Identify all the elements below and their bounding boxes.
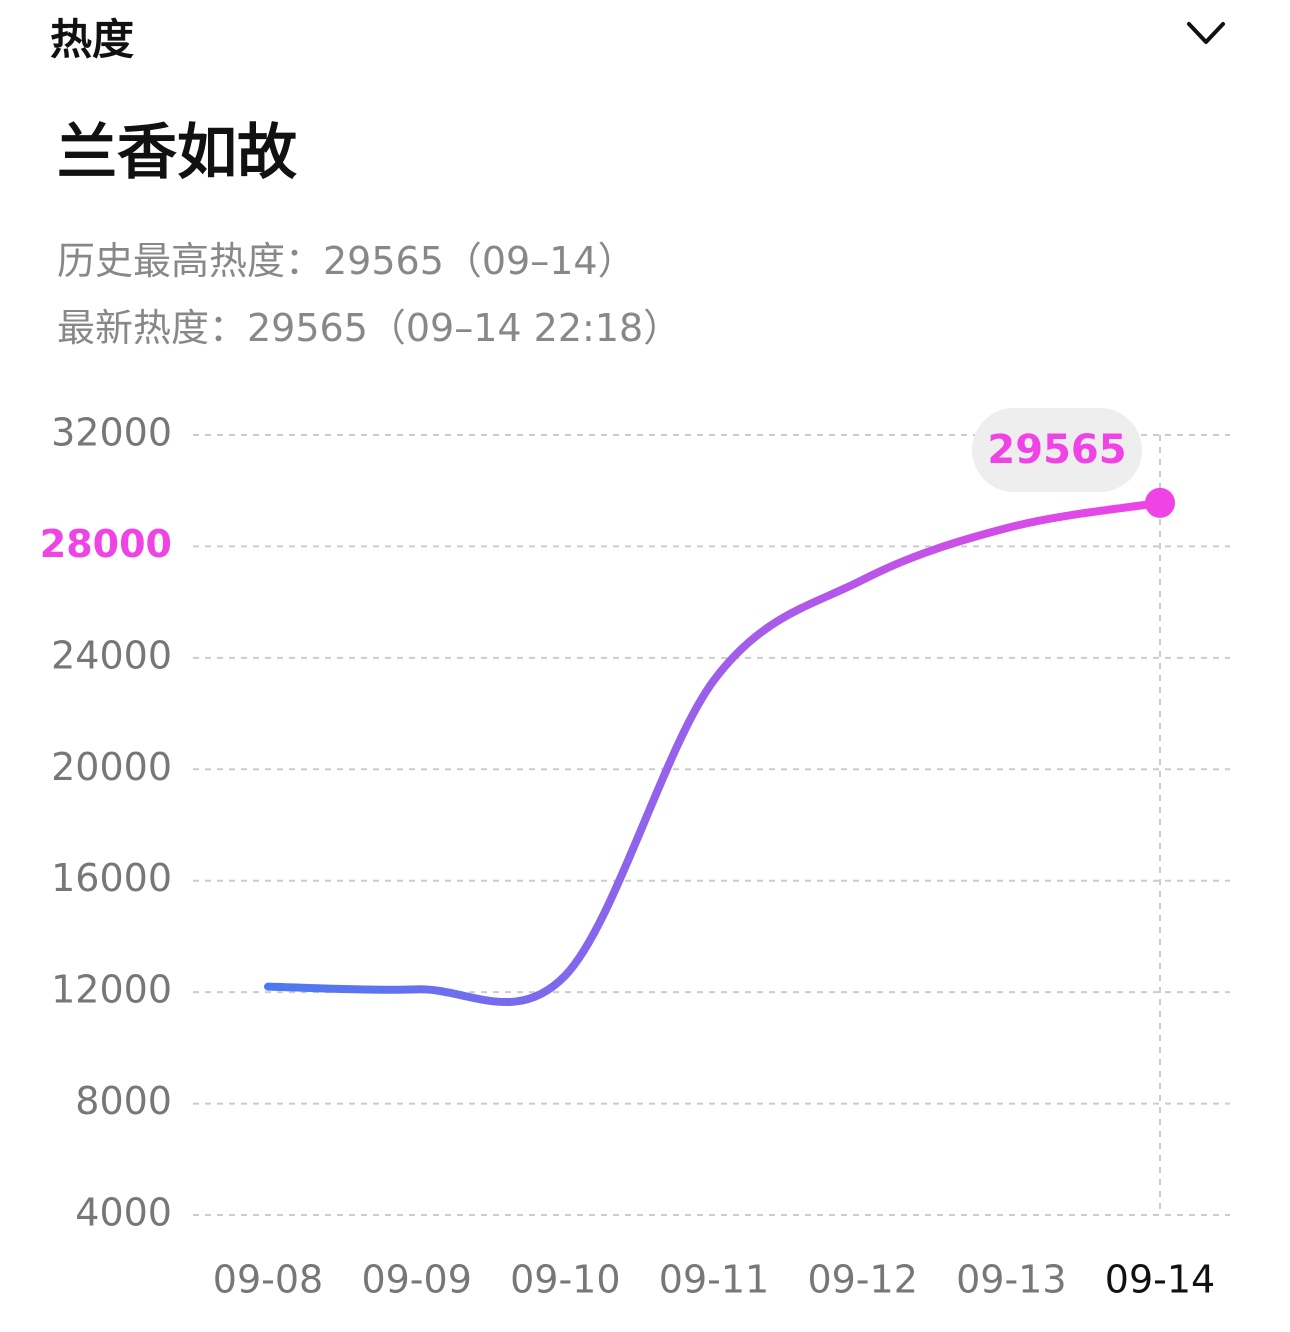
- topic-title: 兰香如故: [57, 118, 297, 188]
- y-tick-label: 16000: [51, 856, 172, 900]
- x-tick-label: 09-13: [956, 1258, 1066, 1302]
- y-tick-label: 28000: [40, 522, 172, 566]
- y-tick-label: 24000: [51, 633, 172, 677]
- x-tick-label: 09-11: [659, 1258, 769, 1302]
- y-tick-label: 8000: [75, 1079, 172, 1123]
- x-tick-label: 09-09: [361, 1258, 471, 1302]
- y-tick-label: 12000: [51, 968, 172, 1012]
- x-tick-label: 09-08: [213, 1258, 323, 1302]
- x-tick-label: 09-14: [1105, 1258, 1215, 1302]
- section-title: 热度: [50, 15, 135, 64]
- x-tick-label: 09-10: [510, 1258, 620, 1302]
- point: [1145, 487, 1175, 518]
- y-tick-label: 4000: [75, 1191, 172, 1235]
- line: [264, 498, 1164, 1006]
- latest-heat: 最新热度：29565（09–14 22:18）: [57, 306, 682, 350]
- tooltip: [972, 408, 1142, 492]
- x-tick-label: 09-12: [807, 1258, 917, 1302]
- peak-heat: 历史最高热度：29565（09–14）: [57, 239, 636, 283]
- tooltip-value: 29565: [987, 427, 1126, 473]
- y-tick-label: 20000: [51, 745, 172, 789]
- collapse-chevron[interactable]: [1186, 18, 1226, 48]
- y-tick-label: 32000: [51, 411, 172, 455]
